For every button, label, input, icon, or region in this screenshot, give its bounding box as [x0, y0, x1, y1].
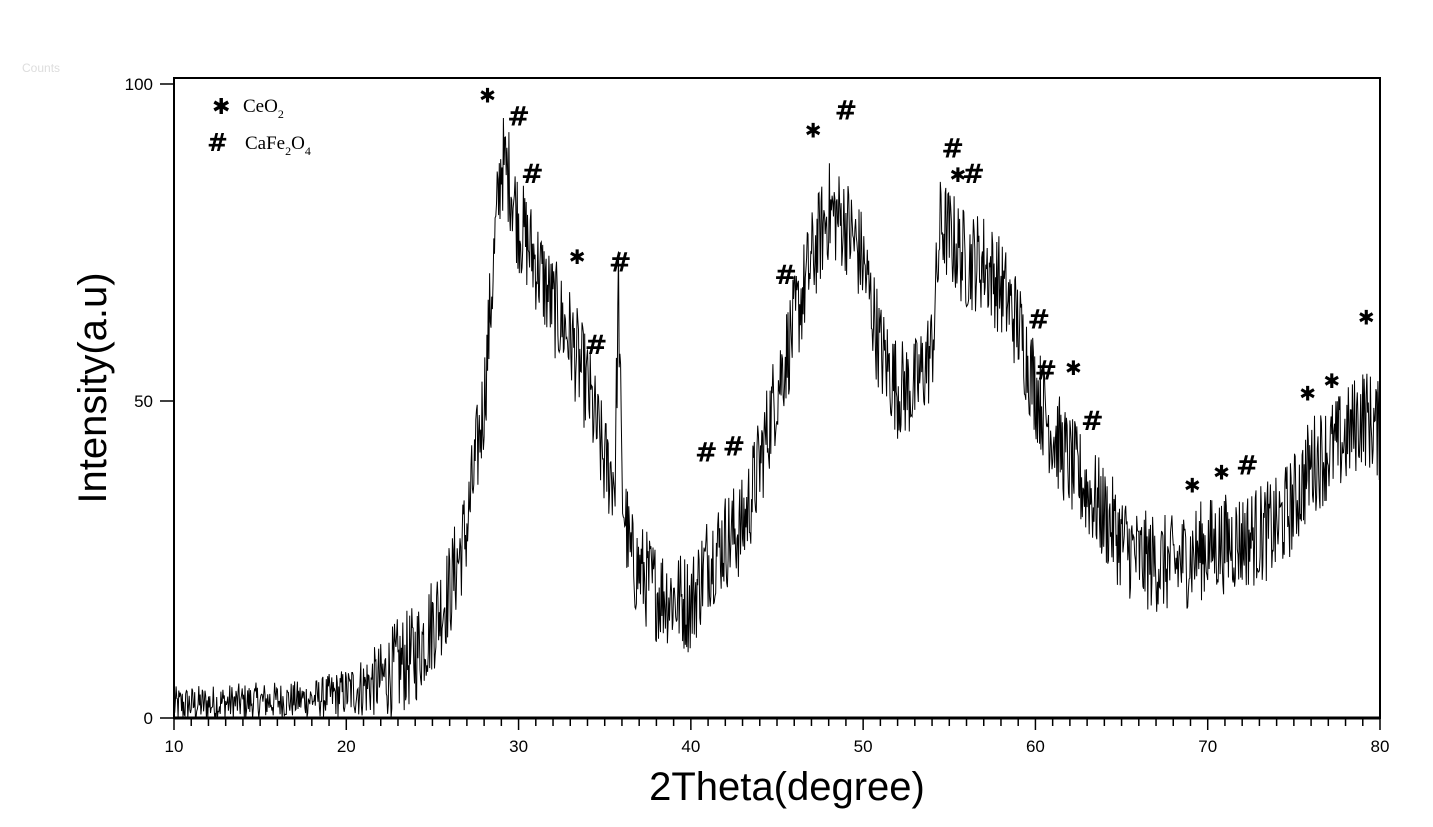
y-tick-label: 50 — [134, 392, 153, 411]
x-ticks: 10 20 30 40 50 60 70 80 — [165, 718, 1390, 756]
ceo2-star-marker: ✱ — [950, 163, 967, 187]
cafe2o4-hash-marker: # — [962, 159, 985, 190]
legend-label-cafe2o4: CaFe2O4 — [245, 133, 311, 158]
y-tick-label: 0 — [144, 709, 153, 728]
ceo2-star-marker: ✱ — [569, 245, 586, 269]
cafe2o4-hash-marker: # — [774, 260, 797, 291]
cafe2o4-hash-marker: # — [507, 102, 530, 133]
cafe2o4-hash-marker: # — [1028, 305, 1051, 336]
corner-label: Counts — [22, 61, 60, 75]
x-tick-label: 20 — [337, 737, 356, 756]
ceo2-star-marker: ✱ — [805, 118, 822, 142]
ceo2-star-marker: ✱ — [1299, 381, 1316, 405]
cafe2o4-hash-marker: # — [723, 431, 746, 462]
y-ticks: 0 50 100 — [125, 75, 174, 728]
x-tick-label: 80 — [1371, 737, 1390, 756]
ceo2-star-marker: ✱ — [1065, 356, 1082, 380]
cafe2o4-hash-marker: # — [521, 159, 544, 190]
legend-star-icon: ✱ — [212, 95, 230, 120]
cafe2o4-hash-marker: # — [609, 248, 632, 279]
x-tick-label: 10 — [165, 737, 184, 756]
cafe2o4-hash-marker: # — [1081, 406, 1104, 437]
legend-label-ceo2: CeO2 — [243, 96, 284, 121]
xrd-line — [173, 117, 1380, 719]
ceo2-star-marker: ✱ — [1323, 369, 1340, 393]
cafe2o4-hash-marker: # — [695, 438, 718, 469]
x-tick-label: 60 — [1026, 737, 1045, 756]
ceo2-star-marker: ✱ — [1358, 305, 1375, 329]
x-axis-label: 2Theta(degree) — [649, 765, 925, 809]
series-group — [173, 117, 1380, 719]
legend: ✱ CeO2 # CaFe2O4 — [207, 95, 311, 158]
x-tick-label: 70 — [1198, 737, 1217, 756]
y-axis-label: Intensity(a.u) — [71, 272, 115, 503]
y-tick-label: 100 — [125, 75, 153, 94]
ceo2-star-marker: ✱ — [1184, 473, 1201, 497]
plot-frame — [173, 77, 1381, 719]
cafe2o4-hash-marker: # — [941, 133, 964, 164]
x-tick-label: 40 — [681, 737, 700, 756]
cafe2o4-hash-marker: # — [835, 95, 858, 126]
peak-markers: ✱##✱### ##✱##✱### ✱#✱✱ #✱✱✱ — [479, 84, 1374, 498]
legend-hash-icon: # — [207, 128, 228, 157]
cafe2o4-hash-marker: # — [585, 330, 608, 361]
x-tick-label: 50 — [854, 737, 873, 756]
cafe2o4-hash-marker: # — [1236, 450, 1259, 481]
x-tick-label: 30 — [509, 737, 528, 756]
ceo2-star-marker: ✱ — [1213, 461, 1230, 485]
ceo2-star-marker: ✱ — [479, 84, 496, 108]
cafe2o4-hash-marker: # — [1034, 355, 1057, 386]
